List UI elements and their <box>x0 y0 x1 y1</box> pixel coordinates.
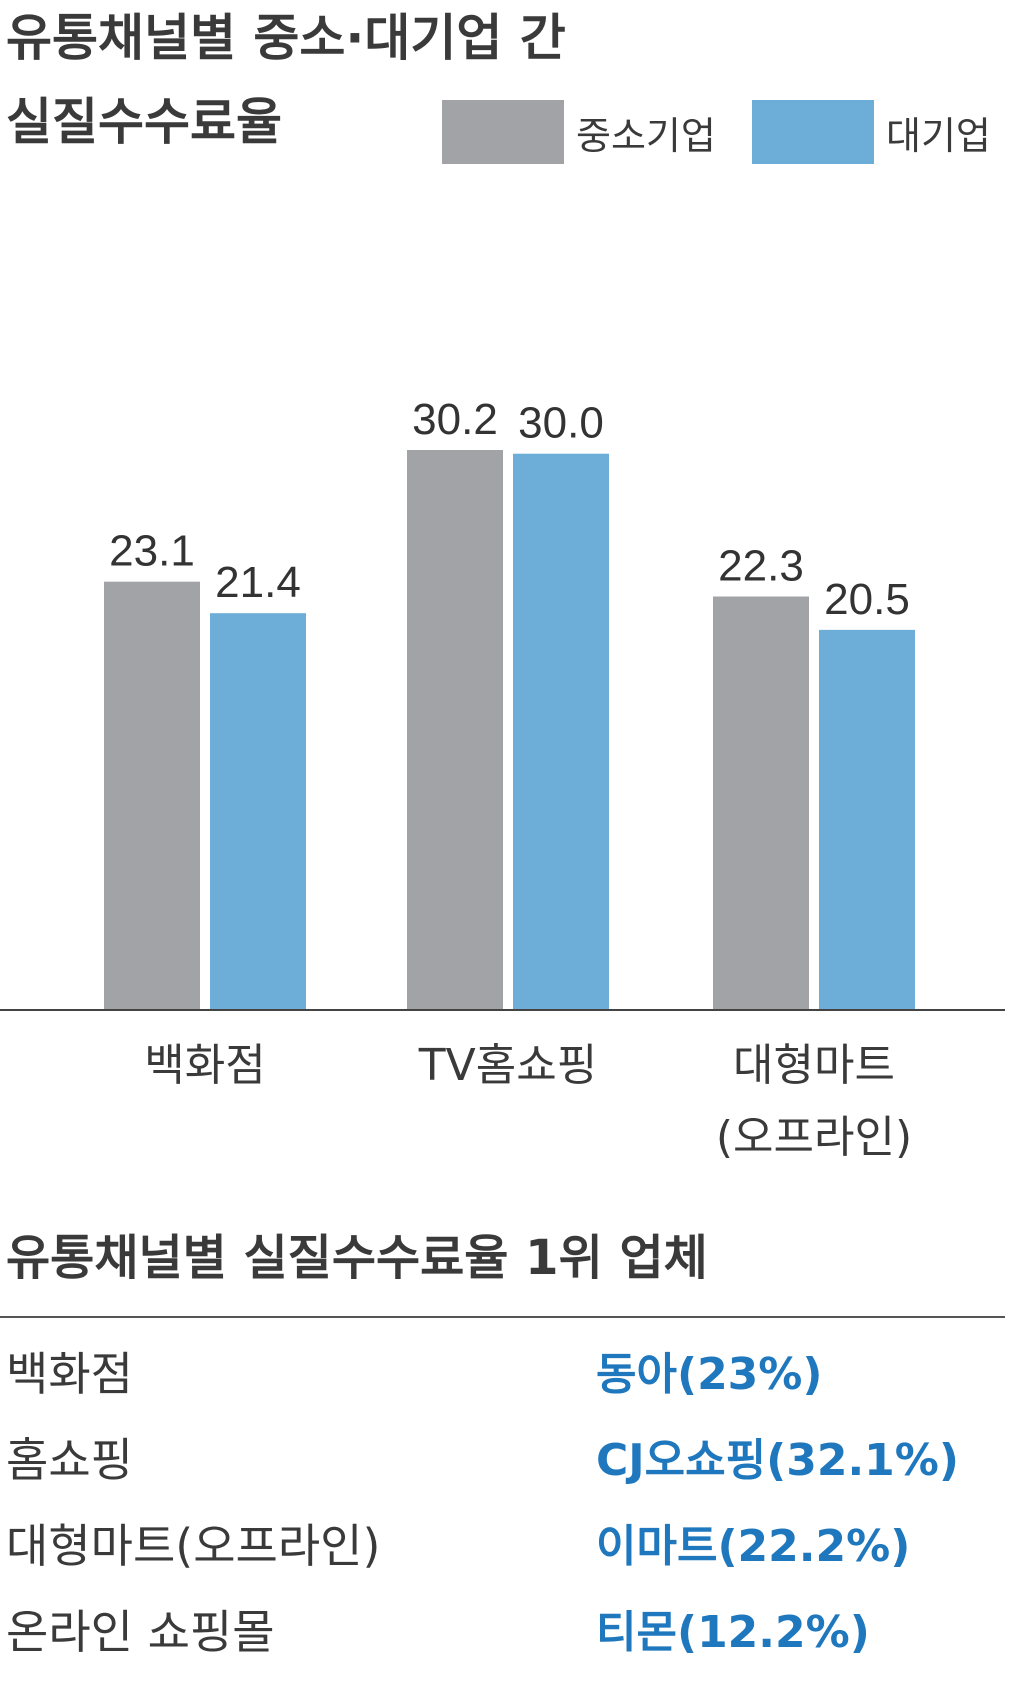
bar-sme-2 <box>713 596 809 1010</box>
bar-large-0 <box>210 613 306 1010</box>
channel-name: 대형마트(오프라인) <box>6 1519 381 1573</box>
channel-name: 홈쇼핑 <box>6 1433 133 1487</box>
data-label: 20.5 <box>824 575 910 624</box>
category-label: (오프라인) <box>716 1112 912 1163</box>
top-company: 티몬(12.2%) <box>596 1607 870 1658</box>
data-label: 21.4 <box>215 558 301 607</box>
data-label: 23.1 <box>109 527 195 576</box>
chart-title-line-2: 실질수수료율 <box>6 93 282 151</box>
legend-label-sme: 중소기업 <box>576 113 716 158</box>
data-label: 30.0 <box>518 399 604 448</box>
legend-swatch-sme <box>442 100 564 164</box>
legend-item-sme: 중소기업 <box>442 100 716 164</box>
bar-large-1 <box>513 453 609 1010</box>
bar-chart: 23.1 30.2 22.3 21.4 30.0 20.5 백화점 TV홈쇼핑 대형마트 (오프라… <box>0 395 1005 1163</box>
table-divider <box>0 1316 1005 1318</box>
ranking-table-title: 유통채널별 실질수수료율 1위 업체 <box>6 1230 708 1286</box>
channel-name: 백화점 <box>6 1347 133 1401</box>
table-row: 홈쇼핑 CJ오쇼핑(32.1%) <box>0 1414 1009 1500</box>
bar-large-2 <box>819 629 915 1010</box>
bar-sme-1 <box>407 450 503 1010</box>
data-label: 22.3 <box>718 541 804 590</box>
table-row: 대형마트(오프라인) 이마트(22.2%) <box>0 1500 1009 1586</box>
category-label: 백화점 <box>144 1040 265 1091</box>
legend-item-large: 대기업 <box>752 100 991 164</box>
top-company: 이마트(22.2%) <box>596 1521 911 1572</box>
top-company: 동아(23%) <box>596 1349 823 1400</box>
category-label: TV홈쇼핑 <box>418 1040 597 1091</box>
data-label: 30.2 <box>412 395 498 444</box>
channel-name: 온라인 쇼핑몰 <box>6 1605 275 1659</box>
chart-title-line-1: 유통채널별 중소·대기업 간 <box>6 9 566 67</box>
table-row: 온라인 쇼핑몰 티몬(12.2%) <box>0 1586 1009 1672</box>
legend-label-large: 대기업 <box>886 113 991 158</box>
category-label: 대형마트 <box>733 1040 895 1091</box>
top-company: CJ오쇼핑(32.1%) <box>596 1435 959 1486</box>
table-row: 백화점 동아(23%) <box>0 1328 1009 1414</box>
legend-swatch-large <box>752 100 874 164</box>
bar-sme-0 <box>104 581 200 1010</box>
